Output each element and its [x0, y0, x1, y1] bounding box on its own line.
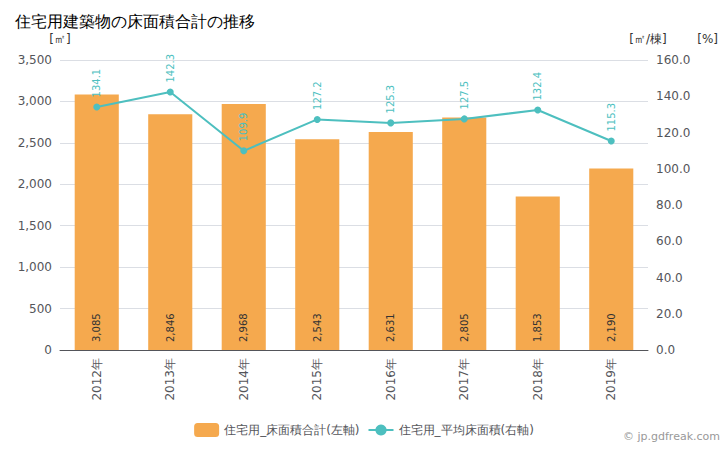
svg-text:2,190: 2,190	[606, 313, 617, 342]
svg-text:住宅用建築物の床面積合計の推移: 住宅用建築物の床面積合計の推移	[14, 12, 255, 31]
svg-text:160.0: 160.0	[656, 53, 690, 67]
svg-text:20.0: 20.0	[656, 307, 683, 321]
svg-text:[㎡]: [㎡]	[49, 32, 70, 46]
svg-text:2017年: 2017年	[457, 358, 471, 401]
svg-text:2,000: 2,000	[18, 177, 52, 191]
svg-text:1,000: 1,000	[18, 260, 52, 274]
svg-text:3,000: 3,000	[18, 94, 52, 108]
svg-text:40.0: 40.0	[656, 271, 683, 285]
svg-text:127.2: 127.2	[312, 81, 323, 110]
svg-text:3,085: 3,085	[91, 313, 102, 342]
svg-text:500: 500	[29, 302, 52, 316]
svg-text:2013年: 2013年	[163, 358, 177, 401]
svg-text:80.0: 80.0	[656, 198, 683, 212]
svg-text:3,500: 3,500	[18, 53, 52, 67]
svg-text:109.9: 109.9	[238, 113, 249, 142]
svg-text:1,500: 1,500	[18, 219, 52, 233]
svg-text:住宅用_平均床面積(右軸): 住宅用_平均床面積(右軸)	[398, 423, 534, 437]
svg-text:2019年: 2019年	[604, 358, 618, 401]
svg-text:2012年: 2012年	[90, 358, 104, 401]
svg-text:125.3: 125.3	[385, 85, 396, 114]
svg-text:100.0: 100.0	[656, 162, 690, 176]
svg-text:140.0: 140.0	[656, 89, 690, 103]
svg-text:2016年: 2016年	[384, 358, 398, 401]
svg-text:2,500: 2,500	[18, 136, 52, 150]
svg-text:2018年: 2018年	[531, 358, 545, 401]
svg-text:60.0: 60.0	[656, 234, 683, 248]
svg-text:134.1: 134.1	[91, 69, 102, 98]
svg-text:115.3: 115.3	[606, 103, 617, 132]
svg-text:2,968: 2,968	[238, 313, 249, 342]
svg-text:0: 0	[44, 343, 52, 357]
svg-text:2,805: 2,805	[459, 313, 470, 342]
svg-text:120.0: 120.0	[656, 126, 690, 140]
svg-text:2014年: 2014年	[237, 358, 251, 401]
svg-text:住宅用_床面積合計(左軸): 住宅用_床面積合計(左軸)	[223, 423, 359, 437]
svg-text:2015年: 2015年	[310, 358, 324, 401]
svg-text:127.5: 127.5	[459, 81, 470, 110]
svg-text:© jp.gdfreak.com: © jp.gdfreak.com	[623, 430, 720, 443]
svg-text:[㎡/棟]: [㎡/棟]	[629, 32, 666, 46]
svg-text:142.3: 142.3	[165, 54, 176, 83]
svg-text:1,853: 1,853	[532, 313, 543, 342]
svg-text:[%]: [%]	[697, 32, 718, 46]
svg-text:2,846: 2,846	[165, 313, 176, 342]
svg-text:132.4: 132.4	[532, 72, 543, 101]
svg-text:2,631: 2,631	[385, 313, 396, 342]
svg-text:2,543: 2,543	[312, 313, 323, 342]
svg-text:0.0: 0.0	[656, 343, 675, 357]
